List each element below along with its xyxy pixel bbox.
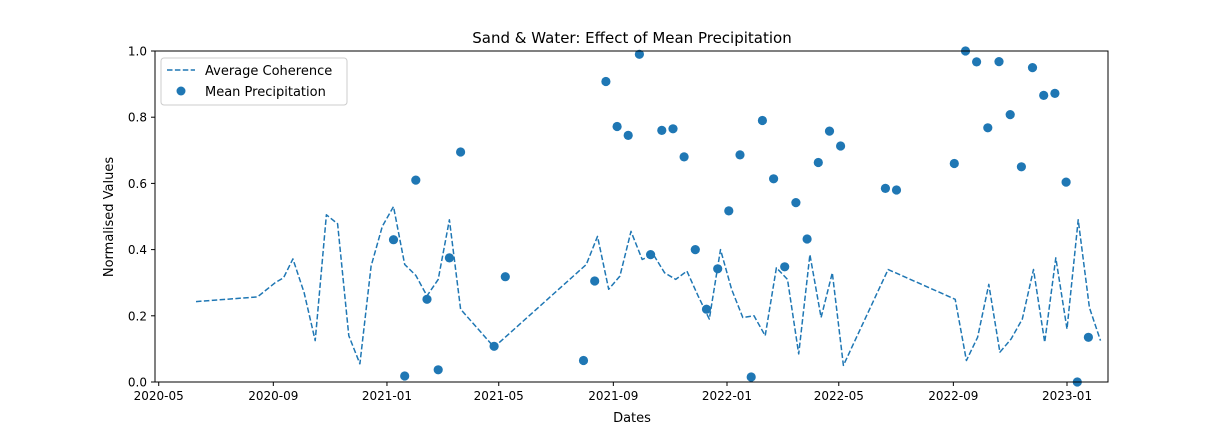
scatter-point-mean-precipitation [657, 125, 667, 135]
series-line-average-coherence [195, 205, 1102, 367]
y-tick-label: 0.8 [128, 111, 147, 125]
scatter-point-mean-precipitation [994, 57, 1004, 67]
x-tick-label: 2020-09 [248, 389, 298, 403]
y-tick-label: 0.6 [128, 177, 147, 191]
scatter-point-mean-precipitation [701, 304, 712, 314]
scatter-point-mean-precipitation [679, 152, 689, 162]
plot-area: 2020-05 2020-09 2021-01 2021-05 2021-09 2022-… [128, 45, 1109, 403]
scatter-point-mean-precipitation [601, 76, 611, 87]
scatter-point-mean-precipitation [949, 158, 959, 169]
scatter-point-mean-precipitation [713, 264, 723, 274]
scatter-point-mean-precipitation [735, 150, 745, 160]
scatter-point-mean-precipitation [1083, 332, 1093, 342]
y-tick-label: 0.2 [128, 309, 147, 323]
scatter-point-mean-precipitation [690, 245, 700, 255]
y-axis-label: Normalised Values [102, 157, 117, 278]
scatter-point-mean-precipitation [433, 365, 443, 375]
scatter-point-mean-precipitation [578, 355, 589, 366]
legend-label-mean-precipitation: Mean Precipitation [205, 85, 326, 100]
x-tick-label: 2020-05 [134, 389, 184, 403]
scatter-point-mean-precipitation [972, 57, 982, 67]
scatter-point-mean-precipitation [1027, 63, 1038, 73]
chart-title: Sand & Water: Effect of Mean Precipitati… [472, 29, 791, 47]
x-tick-label: 2022-09 [928, 389, 978, 403]
scatter-point-mean-precipitation [836, 141, 846, 151]
scatter-point-mean-precipitation [456, 147, 466, 157]
y-tick-label: 0.4 [128, 243, 147, 257]
scatter-point-mean-precipitation [769, 174, 779, 184]
y-tick-label: 1.0 [128, 45, 147, 59]
scatter-point-mean-precipitation [612, 121, 622, 132]
scatter-point-mean-precipitation [489, 341, 499, 351]
legend-marker-swatch [176, 86, 186, 96]
scatter-point-mean-precipitation [824, 126, 835, 136]
legend-label-average-coherence: Average Coherence [205, 64, 332, 79]
scatter-point-mean-precipitation [646, 250, 656, 260]
scatter-point-mean-precipitation [1050, 88, 1060, 98]
scatter-point-mean-precipitation [1016, 162, 1026, 172]
scatter-point-mean-precipitation [623, 130, 633, 140]
scatter-point-mean-precipitation [634, 49, 645, 59]
scatter-point-mean-precipitation [791, 198, 801, 208]
x-tick-label: 2022-01 [702, 389, 752, 403]
x-tick-label: 2021-05 [474, 389, 524, 403]
scatter-point-mean-precipitation [1005, 110, 1015, 120]
x-tick-label: 2021-01 [362, 389, 412, 403]
scatter-point-mean-precipitation [444, 253, 454, 263]
scatter-point-mean-precipitation [724, 206, 734, 216]
scatter-point-mean-precipitation [880, 183, 891, 193]
scatter-point-mean-precipitation [500, 272, 510, 282]
scatter-point-mean-precipitation [422, 294, 432, 304]
y-tick-label: 0.0 [128, 376, 147, 390]
scatter-point-mean-precipitation [891, 185, 902, 195]
legend: Average Coherence Mean Precipitation [160, 57, 348, 106]
scatter-point-mean-precipitation [590, 276, 600, 286]
scatter-point-mean-precipitation [1061, 177, 1071, 187]
x-axis-label: Dates [613, 411, 651, 426]
scatter-point-mean-precipitation [388, 235, 399, 245]
scatter-point-mean-precipitation [411, 175, 421, 185]
scatter-point-mean-precipitation [400, 371, 410, 381]
x-tick-label: 2022-05 [814, 389, 864, 403]
scatter-point-mean-precipitation [983, 123, 993, 133]
x-tick-label: 2021-09 [588, 389, 638, 403]
scatter-point-mean-precipitation [757, 115, 768, 126]
scatter-point-mean-precipitation [668, 124, 678, 134]
scatter-point-mean-precipitation [1039, 90, 1049, 100]
scatter-point-mean-precipitation [746, 372, 756, 382]
legend-frame [160, 57, 348, 106]
x-tick-label: 2023-01 [1042, 389, 1092, 403]
scatter-point-mean-precipitation [802, 234, 812, 244]
scatter-point-mean-precipitation [813, 157, 823, 168]
axes-frame [154, 50, 1109, 383]
scatter-point-mean-precipitation [780, 262, 790, 272]
